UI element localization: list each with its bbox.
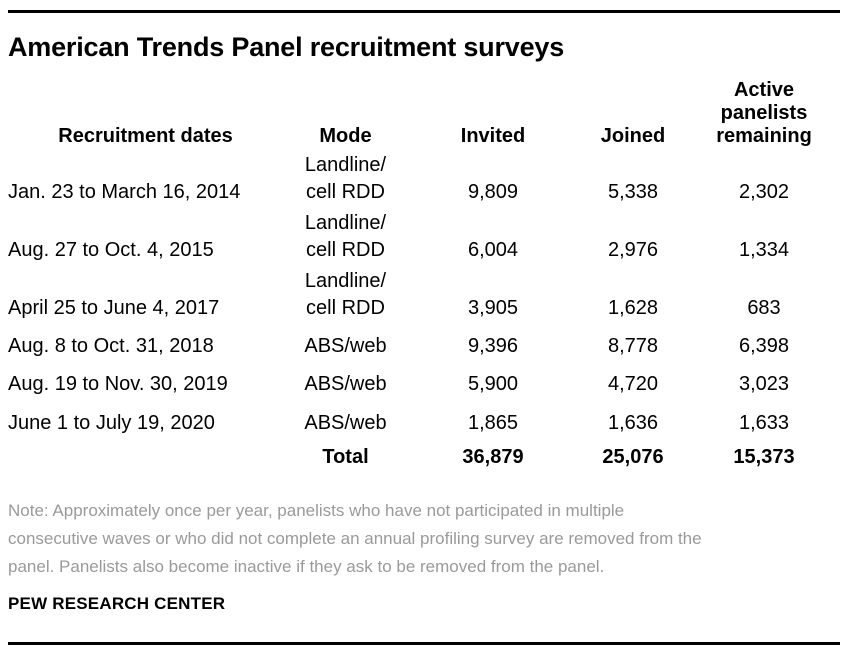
cell-joined: 5,338 — [607, 181, 659, 203]
cell-dates: Jan. 23 to March 16, 2014 — [8, 181, 241, 203]
source-label: PEW RESEARCH CENTER — [8, 594, 226, 613]
cell-invited: 5,900 — [467, 373, 519, 395]
cell-mode: ABS/web — [304, 373, 387, 395]
page-title: American Trends Panel recruitment survey… — [8, 32, 565, 62]
cell-invited: 3,905 — [467, 297, 519, 319]
cell-mode: Landline/ cell RDD — [304, 212, 387, 261]
total-invited: 36,879 — [462, 446, 524, 468]
cell-mode: Landline/ cell RDD — [304, 270, 387, 319]
table-row: Aug. 27 to Oct. 4, 2015 Landline/ cell R… — [8, 206, 840, 264]
header-mode: Mode — [319, 125, 372, 147]
cell-dates: Aug. 19 to Nov. 30, 2019 — [8, 373, 228, 395]
cell-invited: 1,865 — [467, 412, 519, 434]
cell-joined: 4,720 — [607, 373, 659, 395]
cell-mode: ABS/web — [304, 412, 387, 434]
total-label: Total — [322, 446, 369, 468]
header-row: Recruitment dates Mode Invited Joined Ac… — [8, 79, 840, 148]
table-body: Jan. 23 to March 16, 2014 Landline/ cell… — [8, 148, 840, 471]
total-active: 15,373 — [733, 446, 795, 468]
cell-invited: 9,809 — [467, 181, 519, 203]
cell-mode: Landline/ cell RDD — [304, 154, 387, 203]
table-row: Jan. 23 to March 16, 2014 Landline/ cell… — [8, 148, 840, 206]
cell-empty — [8, 437, 283, 471]
table-row: April 25 to June 4, 2017 Landline/ cell … — [8, 264, 840, 322]
cell-active: 3,023 — [738, 373, 790, 395]
header-invited: Invited — [460, 125, 526, 147]
recruitment-table: Recruitment dates Mode Invited Joined Ac… — [8, 79, 840, 471]
header-recruitment-dates: Recruitment dates — [58, 125, 233, 147]
cell-dates: Aug. 8 to Oct. 31, 2018 — [8, 335, 214, 357]
table-row: Aug. 8 to Oct. 31, 2018 ABS/web 9,396 8,… — [8, 322, 840, 360]
cell-invited: 6,004 — [467, 239, 519, 261]
cell-joined: 1,628 — [607, 297, 659, 319]
cell-active: 683 — [747, 297, 781, 319]
total-row: Total 36,879 25,076 15,373 — [8, 437, 840, 471]
top-rule — [8, 10, 840, 13]
table-row: June 1 to July 19, 2020 ABS/web 1,865 1,… — [8, 398, 840, 437]
cell-active: 1,633 — [738, 412, 790, 434]
note-text: Note: Approximately once per year, panel… — [8, 501, 702, 576]
cell-joined: 1,636 — [607, 412, 659, 434]
bottom-rule — [8, 642, 840, 645]
cell-active: 1,334 — [738, 239, 790, 261]
cell-invited: 9,396 — [467, 335, 519, 357]
cell-active: 2,302 — [738, 181, 790, 203]
cell-joined: 8,778 — [607, 335, 659, 357]
cell-dates: April 25 to June 4, 2017 — [8, 297, 220, 319]
table-row: Aug. 19 to Nov. 30, 2019 ABS/web 5,900 4… — [8, 360, 840, 398]
cell-active: 6,398 — [738, 335, 790, 357]
cell-joined: 2,976 — [607, 239, 659, 261]
table-header: Recruitment dates Mode Invited Joined Ac… — [8, 79, 840, 148]
total-joined: 25,076 — [602, 446, 664, 468]
cell-mode: ABS/web — [304, 335, 387, 357]
cell-dates: June 1 to July 19, 2020 — [8, 412, 215, 434]
header-joined: Joined — [600, 125, 666, 147]
header-active-panelists-remaining: Active panelists remaining — [716, 79, 812, 147]
cell-dates: Aug. 27 to Oct. 4, 2015 — [8, 239, 214, 261]
